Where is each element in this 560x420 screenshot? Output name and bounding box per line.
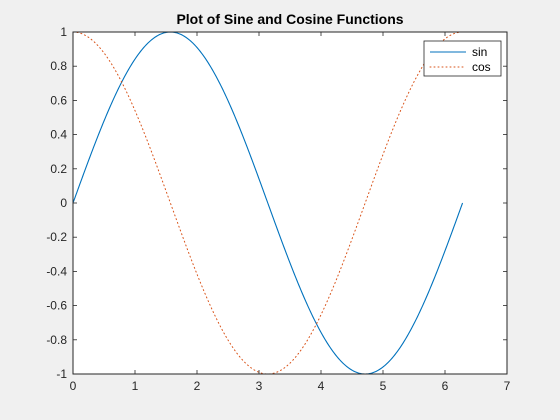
- series-line-cos: [72, 31, 464, 375]
- axes-background: [73, 32, 507, 374]
- legend-label-sin: sin: [472, 45, 487, 59]
- legend-box: [423, 40, 502, 77]
- x-tick-label: 6: [442, 379, 449, 393]
- chart-title: Plot of Sine and Cosine Functions: [176, 11, 403, 27]
- series-line-sin: [72, 31, 464, 375]
- y-tick-label: 0.4: [50, 128, 67, 142]
- y-tick-label: 0.8: [50, 59, 67, 73]
- x-tick-label: 1: [132, 379, 139, 393]
- y-tick-label: -0.4: [46, 264, 67, 278]
- y-tick-label: 1: [60, 25, 67, 39]
- y-tick-label: 0.6: [50, 93, 67, 107]
- ticks-layer: 0 1 2 3 4 5 6 7 -1 -0.8 -0.6 -0.4 -0.2 0 0.2 0.4 0.6 0.8 1: [46, 25, 510, 393]
- y-tick-label: 0.2: [50, 162, 67, 176]
- x-tick-label: 3: [256, 379, 263, 393]
- legend-label-cos: cos: [472, 60, 491, 74]
- x-tick-label: 0: [70, 379, 77, 393]
- x-tick-label: 7: [504, 379, 511, 393]
- x-tick-label: 4: [318, 379, 325, 393]
- x-tick-label: 2: [194, 379, 201, 393]
- y-tick-label: -1: [56, 367, 67, 381]
- x-tick-label: 5: [380, 379, 387, 393]
- y-tick-label: -0.6: [46, 299, 67, 313]
- y-tick-label: -0.2: [46, 230, 67, 244]
- y-tick-label: 0: [60, 196, 67, 210]
- series-layer: [72, 31, 464, 375]
- y-tick-label: -0.8: [46, 333, 67, 347]
- legend: sin cos: [423, 40, 502, 77]
